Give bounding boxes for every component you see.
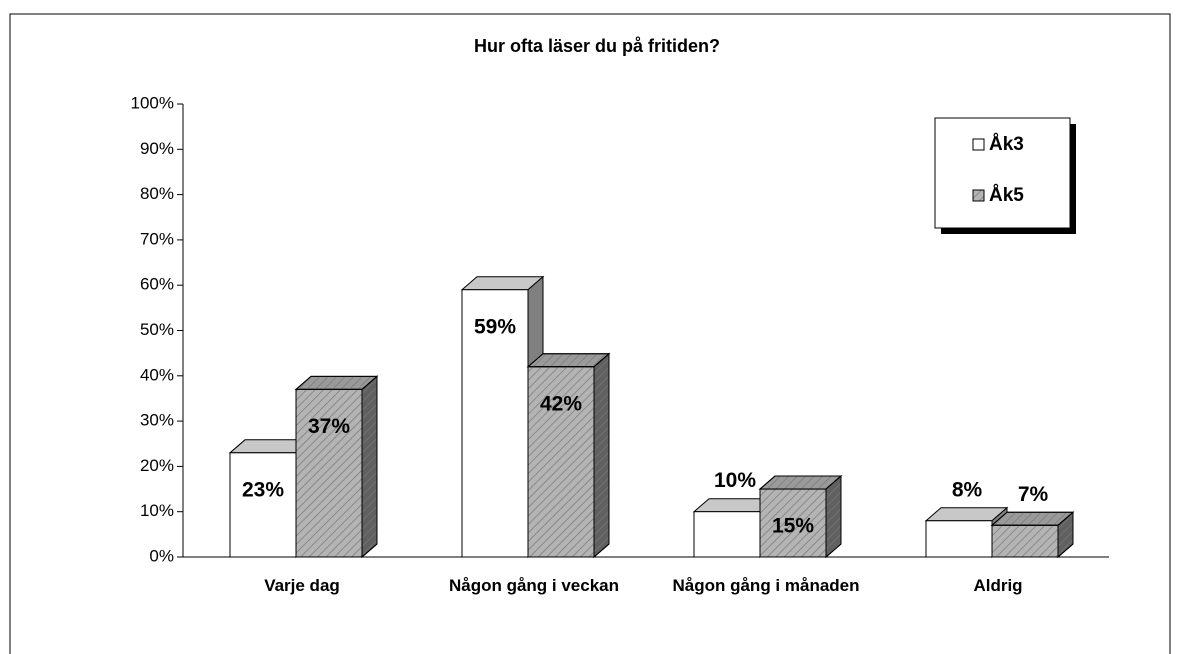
y-tick-label: 70% [140,229,174,248]
legend-label: Åk3 [989,134,1024,155]
chart-border [9,13,1171,654]
bar-part [593,352,610,559]
data-label: 7% [1018,483,1049,506]
bar-part [229,452,297,558]
bar-part [991,524,1059,558]
y-tick-label: 40% [140,365,174,384]
data-label: 8% [952,478,983,501]
bar [758,474,843,559]
y-tick-label: 10% [140,501,174,520]
x-tick-label: Aldrig [973,576,1023,595]
y-tick-label: 80% [140,184,174,203]
bar-part [527,366,595,558]
data-label: 23% [242,478,284,501]
bar-part [925,520,993,558]
bar [294,375,379,559]
data-label: 10% [714,469,756,492]
y-tick-label: 30% [140,411,174,430]
data-label: 37% [308,415,350,438]
bar-part [461,289,529,558]
bar-part [295,388,363,558]
data-label: 42% [540,392,582,415]
bar-part [693,511,761,558]
y-tick-label: 20% [140,456,174,475]
x-tick-label: Någon gång i veckan [448,576,620,595]
legend [934,117,1071,229]
y-tick-label: 0% [149,546,174,565]
bar [526,352,611,559]
y-tick-label: 90% [140,139,174,158]
bar-part [825,474,842,559]
y-tick-label: 100% [131,93,174,112]
chart-title: Hur ofta läser du på fritiden? [474,36,720,56]
bar-part [759,488,827,558]
legend-swatch-hatch [972,189,985,202]
y-tick-label: 50% [140,320,174,339]
bar [990,511,1075,559]
legend-swatch [972,138,985,151]
y-tick-label: 60% [140,275,174,294]
data-label: 59% [474,315,516,338]
x-tick-label: Någon gång i månaden [672,576,860,595]
bar [460,275,545,559]
bar-part [361,375,378,559]
data-label: 15% [772,515,814,538]
x-tick-label: Varje dag [264,576,340,595]
legend-label: Åk5 [989,185,1024,206]
